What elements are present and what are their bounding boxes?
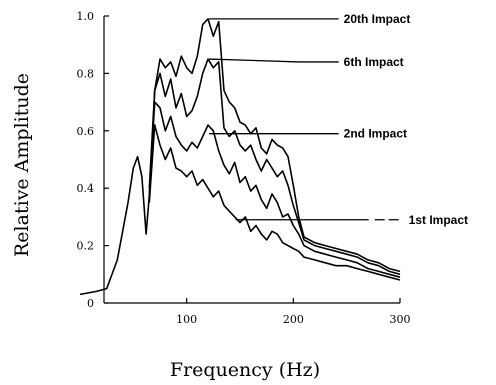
y-tick-label: 0.8 xyxy=(77,67,95,80)
y-tick-label: 0 xyxy=(87,297,94,310)
series-group xyxy=(79,18,401,296)
y-tick-label: 0.2 xyxy=(77,240,95,253)
y-tick-label: 1.0 xyxy=(77,10,95,23)
series-line-1st-impact xyxy=(148,124,401,281)
y-tick-label: 0.6 xyxy=(77,125,95,138)
axes xyxy=(103,15,401,304)
series-line-2nd-impact xyxy=(148,101,401,278)
x-tick-label: 100 xyxy=(176,313,197,326)
annotation-1st-impact: 1st Impact xyxy=(409,213,468,227)
series-line-20th-impact xyxy=(79,18,401,296)
series-line-6th-impact xyxy=(148,58,401,276)
annotation-20th-impact: 20th Impact xyxy=(344,12,411,26)
x-axis-title: Frequency (Hz) xyxy=(170,359,320,381)
annotations: 20th Impact 6th Impact 2nd Impact 1st Impac… xyxy=(209,12,468,227)
annotation-6th-impact: 6th Impact xyxy=(344,55,404,69)
y-tick-label: 0.4 xyxy=(77,182,95,195)
y-axis-title: Relative Amplitude xyxy=(11,73,33,257)
x-tick-label: 300 xyxy=(390,313,411,326)
tick-labels: 0 0.2 0.4 0.6 0.8 1.0 100 200 300 xyxy=(77,10,411,326)
annotation-2nd-impact: 2nd Impact xyxy=(344,127,407,141)
leader-line-6th-impact xyxy=(209,58,339,63)
x-tick-label: 200 xyxy=(283,313,304,326)
